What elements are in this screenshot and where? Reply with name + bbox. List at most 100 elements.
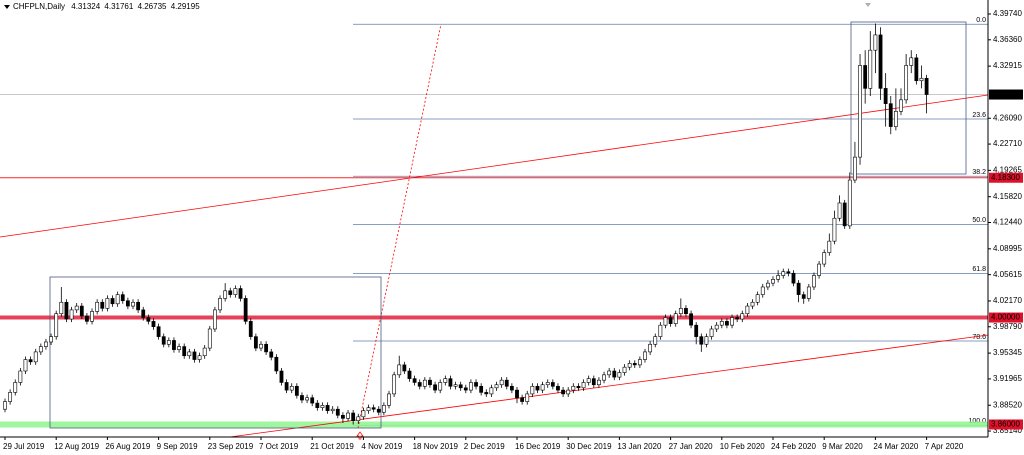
candle-body	[218, 298, 222, 311]
y-tick-label: 4.02170	[993, 296, 1022, 305]
candle-body	[443, 378, 448, 383]
candle-body	[591, 378, 596, 386]
candle-body	[899, 99, 903, 112]
candle-body	[878, 34, 883, 89]
candle-body	[202, 347, 207, 357]
candle-body	[315, 402, 320, 408]
candle-body	[33, 351, 38, 363]
candle-body	[684, 308, 688, 315]
fib-label: 38.2	[972, 169, 986, 176]
candle-body	[520, 397, 525, 402]
candle-body	[509, 385, 514, 391]
candle-body	[919, 77, 924, 82]
candle-body	[571, 385, 576, 391]
triangle-marker	[865, 3, 871, 7]
candle-body	[428, 379, 432, 386]
candle-body	[576, 385, 581, 389]
candle-body	[658, 324, 663, 337]
candle-body	[182, 346, 187, 357]
x-tick-label: 21 Oct 2019	[310, 442, 354, 451]
candle-body	[38, 346, 43, 353]
candle-body	[499, 379, 504, 386]
candle-body	[904, 65, 909, 101]
y-tick-label: 3.98790	[993, 322, 1022, 331]
candle-body	[678, 308, 683, 315]
candle-body	[156, 326, 161, 337]
candle-body	[837, 202, 842, 219]
candle-body	[274, 356, 279, 372]
candle-body	[699, 336, 704, 345]
arrow-marker	[356, 431, 364, 440]
candle-body	[812, 275, 816, 288]
candle-body	[858, 65, 862, 158]
x-tick-label: 30 Dec 2019	[566, 442, 612, 451]
x-tick-label: 9 Sep 2019	[157, 442, 198, 451]
candle-body	[335, 408, 340, 416]
candle-body	[438, 382, 443, 391]
trend-line	[229, 334, 989, 438]
price-box-label: 3.86000	[991, 420, 1020, 429]
ohlc-open: 4.31324	[71, 2, 100, 11]
candle-body	[402, 364, 407, 372]
candle-body	[760, 286, 765, 295]
fib-label: 0.0	[976, 17, 986, 24]
candle-body	[694, 324, 699, 337]
candle-body	[607, 370, 612, 376]
candle-body	[796, 282, 801, 295]
candle-body	[49, 336, 53, 343]
y-tick-label: 3.91965	[993, 374, 1022, 383]
axes: 4.39740 4.36360 4.32915 4.26090 4.22710 4.192…	[3, 9, 1023, 451]
candle-body	[909, 57, 914, 66]
range-box	[850, 21, 967, 175]
candle-body	[151, 321, 156, 327]
candle-body	[648, 343, 653, 353]
candle-body	[745, 305, 750, 315]
candle-body	[197, 355, 202, 360]
y-tick-label: 3.88520	[993, 400, 1022, 409]
x-tick-label: 23 Sep 2019	[208, 442, 254, 451]
candle-body	[755, 294, 760, 303]
x-tick-label: 7 Oct 2019	[259, 442, 299, 451]
candle-body	[28, 359, 33, 363]
candle-body	[233, 288, 238, 295]
y-tick-label: 3.95345	[993, 348, 1022, 357]
candle-body	[653, 336, 658, 345]
candle-body	[289, 385, 294, 391]
candle-body	[166, 340, 171, 345]
candle-body	[259, 343, 263, 349]
x-tick-label: 12 Aug 2019	[54, 442, 99, 451]
candle-body	[23, 359, 28, 372]
x-tick-label: 2 Dec 2019	[464, 442, 505, 451]
ohlc-low: 4.26735	[138, 2, 167, 11]
candle-body	[90, 311, 94, 322]
candle-body	[801, 294, 806, 299]
fib-base-line	[357, 23, 442, 429]
candle-body	[243, 298, 248, 322]
y-tick-label: 4.08995	[993, 244, 1022, 253]
candle-body	[617, 372, 622, 378]
candle-body	[269, 351, 274, 358]
candle-body	[545, 382, 550, 386]
candle-body	[392, 374, 397, 395]
candle-body	[515, 389, 519, 399]
candle-body	[376, 408, 381, 413]
price-box	[989, 89, 1023, 100]
candle-body	[612, 370, 617, 378]
price-box	[989, 312, 1023, 323]
candle-body	[791, 272, 796, 284]
candle-body	[663, 317, 668, 326]
candle-body	[673, 313, 678, 324]
candle-body	[412, 378, 417, 383]
candle-body	[597, 379, 601, 386]
candle-body	[161, 336, 166, 345]
y-tick-label: 4.15820	[993, 192, 1022, 201]
candle-body	[776, 275, 781, 280]
chart-title: CHFPLN,Daily 4.31324 4.31761 4.26735 4.2…	[13, 2, 200, 11]
candle-body	[463, 387, 468, 391]
x-tick-label: 24 Feb 2020	[771, 442, 816, 451]
candle-body	[489, 387, 494, 395]
fib-label: 61.8	[972, 266, 986, 273]
candle-body	[172, 340, 176, 350]
trend-line	[0, 94, 989, 238]
